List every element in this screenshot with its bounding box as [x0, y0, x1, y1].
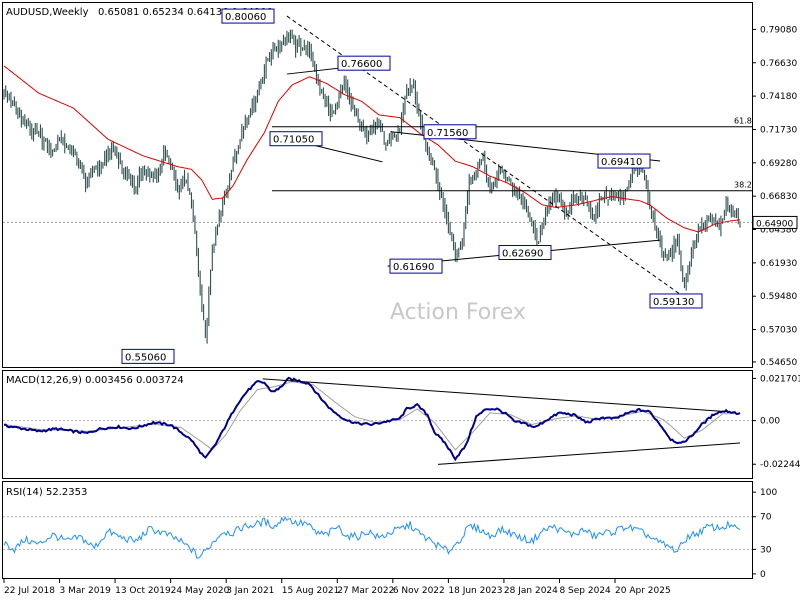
- rsi-series-group: [3, 516, 752, 559]
- price-ytick-label: 0.71730: [760, 125, 797, 135]
- downtrend-line: [286, 15, 690, 302]
- axis-group: 0.79080 0.76630 0.74180 0.71730 0.69280 0.668…: [3, 25, 800, 596]
- x-tick-label: 18 Jun 2023: [448, 586, 502, 596]
- macd-series-group: [3, 376, 752, 465]
- current-price-tag-text: 0.64900: [756, 219, 793, 229]
- price-label-box: [498, 245, 552, 261]
- price-label-text: 0.61690: [393, 262, 434, 273]
- macd-upper-trendline: [262, 378, 730, 413]
- macd-ytick-label: 0.021701: [760, 374, 800, 384]
- moving-average-line: [3, 65, 741, 233]
- price-label-box: [221, 8, 275, 24]
- x-tick-label: 3 Jan 2021: [226, 586, 274, 596]
- price-ytick-label: 0.61930: [760, 259, 797, 269]
- macd-ytick-label: 0.00: [760, 417, 780, 427]
- price-label-box: [337, 55, 391, 71]
- fib-label: 61.8: [734, 117, 752, 126]
- macd-signal-line: [3, 381, 741, 451]
- price-ytick-label: 0.64380: [760, 226, 797, 236]
- rsi-title: RSI(14) 52.2353: [6, 487, 87, 498]
- price-label-text: 0.76600: [341, 59, 382, 70]
- price-label-text: 0.69410: [601, 157, 642, 168]
- x-tick-label: 13 Oct 2019: [115, 586, 171, 596]
- macd-ytick-label: -0.022445: [760, 460, 800, 470]
- price-ytick-label: 0.57030: [760, 326, 797, 336]
- price-label-text: 0.62690: [502, 249, 543, 260]
- symbol-label: AUDUSD,Weekly: [6, 7, 89, 18]
- rsi-ytick-label: 70: [760, 513, 772, 523]
- x-tick-label: 27 Mar 2022: [337, 586, 394, 596]
- price-series-group: [3, 29, 741, 344]
- price-label-text: 0.71560: [427, 128, 468, 139]
- price-ytick-label: 0.74180: [760, 92, 797, 102]
- x-tick-label: 28 Jan 2024: [504, 586, 558, 596]
- fib-label: 38.2: [734, 181, 752, 190]
- x-tick-label: 3 Mar 2019: [60, 586, 112, 596]
- price-ytick-label: 0.79080: [760, 25, 797, 35]
- rsi-ytick-label: 0: [760, 570, 766, 580]
- macd-title: MACD(12,26,9) 0.003456 0.003724: [6, 375, 184, 386]
- price-label-box: [597, 153, 651, 169]
- x-tick-label: 6 Nov 2022: [393, 586, 445, 596]
- macd-lower-trendline: [437, 442, 741, 465]
- rsi-ytick-label: 100: [760, 488, 777, 498]
- price-ytick-label: 0.59480: [760, 292, 797, 302]
- price-label-box: [649, 293, 703, 309]
- ohlc-label: 0.65081 0.65234 0.64136 0.64900: [98, 7, 273, 18]
- price-ytick-label: 0.76630: [760, 59, 797, 69]
- current-price-tag: [752, 215, 798, 229]
- price-label-text: 0.71050: [273, 135, 314, 146]
- x-tick-label: 22 Jul 2018: [4, 586, 55, 596]
- rsi-ytick-label: 30: [760, 545, 772, 555]
- price-label-box: [389, 258, 443, 274]
- price-label-text: 0.80060: [225, 12, 266, 23]
- watermark: Action Forex: [390, 300, 526, 325]
- price-ytick-label: 0.66830: [760, 192, 797, 202]
- x-tick-label: 15 Aug 2021: [282, 586, 340, 596]
- price-label-box: [269, 131, 323, 147]
- rsi-panel: [2, 481, 753, 579]
- price-label-text: 0.55060: [125, 352, 166, 363]
- x-tick-label: 20 Apr 2025: [615, 586, 671, 596]
- macd-panel: [2, 370, 753, 479]
- macd-line: [3, 376, 741, 462]
- price-label-box: [423, 124, 477, 140]
- price-label-box: [121, 348, 175, 364]
- rsi-line: [3, 516, 741, 559]
- x-tick-label: 8 Sep 2024: [559, 586, 611, 596]
- x-tick-label: 24 May 2020: [171, 586, 230, 596]
- price-ytick-label: 0.54650: [760, 358, 797, 368]
- annotation-group: 61.8 38.2 0.80060 0.76600 0.71050 0.71560 0.69…: [3, 8, 752, 364]
- price-ytick-label: 0.69280: [760, 159, 797, 169]
- price-label-text: 0.59130: [653, 297, 694, 308]
